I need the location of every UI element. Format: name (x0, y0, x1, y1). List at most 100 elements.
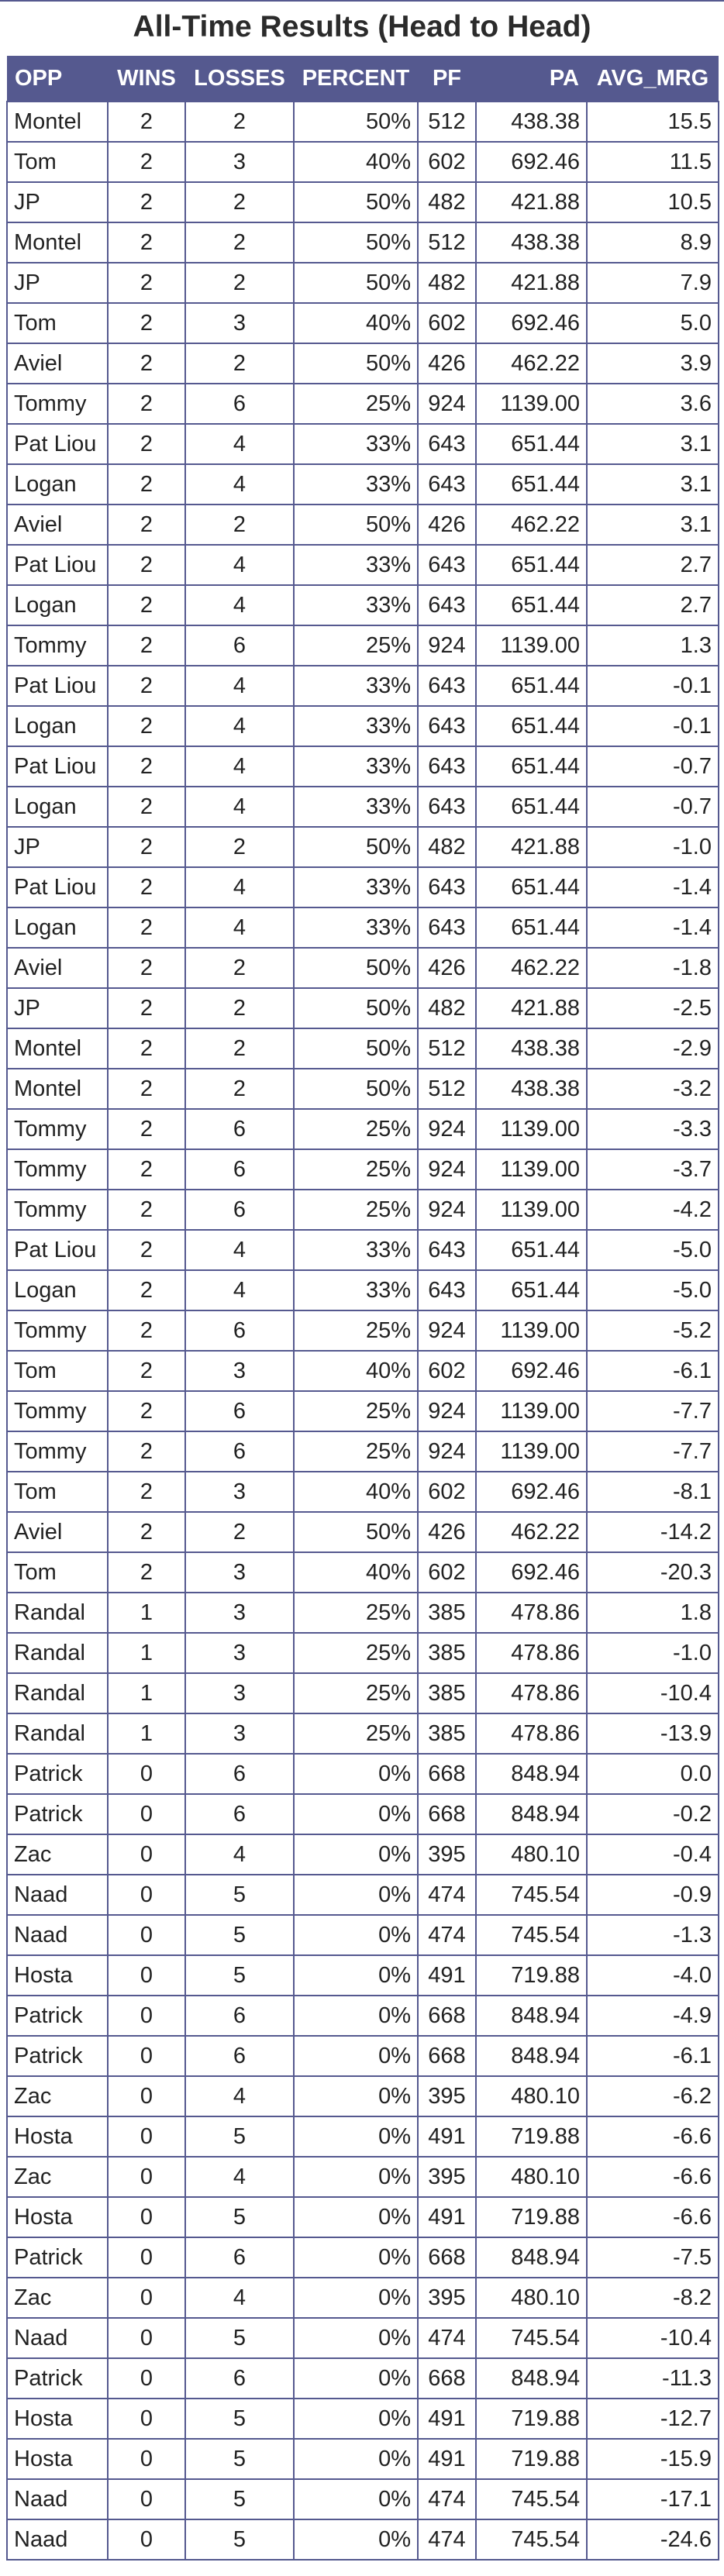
pf-cell: 426 (417, 504, 477, 546)
wins-cell: 2 (107, 101, 186, 143)
table-row: Tommy 2 6 25% 924 1139.00 -3.7 (6, 1149, 719, 1190)
pf-cell: 643 (417, 1229, 477, 1271)
wins-cell: 0 (107, 2398, 186, 2440)
avg-mrg-cell: -3.7 (586, 1149, 719, 1190)
opp-cell: Patrick (6, 2237, 109, 2278)
pa-cell: 480.10 (475, 2075, 588, 2117)
percent-cell: 0% (293, 2478, 419, 2520)
percent-cell: 25% (293, 1592, 419, 1634)
wins-cell: 2 (107, 504, 186, 546)
pf-cell: 668 (417, 2035, 477, 2077)
percent-cell: 50% (293, 504, 419, 546)
table-row: Zac 0 4 0% 395 480.10 -6.2 (6, 2075, 719, 2117)
pf-cell: 385 (417, 1713, 477, 1755)
table-row: Pat Liou 2 4 33% 643 651.44 -1.4 (6, 866, 719, 908)
percent-cell: 33% (293, 786, 419, 828)
opp-cell: Montel (6, 1068, 109, 1110)
table-row: Logan 2 4 33% 643 651.44 2.7 (6, 584, 719, 626)
losses-cell: 3 (184, 1632, 295, 1674)
avg-mrg-cell: 8.9 (586, 222, 719, 263)
percent-cell: 40% (293, 1350, 419, 1392)
pf-cell: 385 (417, 1592, 477, 1634)
pa-cell: 438.38 (475, 1068, 588, 1110)
pa-cell: 719.88 (475, 2398, 588, 2440)
pa-cell: 462.22 (475, 343, 588, 384)
table-row: Tom 2 3 40% 602 692.46 5.0 (6, 302, 719, 344)
losses-cell: 6 (184, 1108, 295, 1150)
losses-cell: 2 (184, 504, 295, 546)
opp-cell: Pat Liou (6, 1229, 109, 1271)
losses-cell: 4 (184, 665, 295, 707)
avg-mrg-cell: 10.5 (586, 181, 719, 223)
percent-cell: 0% (293, 1753, 419, 1795)
losses-cell: 3 (184, 1551, 295, 1593)
wins-cell: 0 (107, 2196, 186, 2238)
pa-cell: 651.44 (475, 1229, 588, 1271)
opp-cell: Tommy (6, 1149, 109, 1190)
losses-cell: 2 (184, 987, 295, 1029)
wins-cell: 2 (107, 463, 186, 505)
pa-cell: 462.22 (475, 504, 588, 546)
wins-cell: 1 (107, 1592, 186, 1634)
avg-mrg-cell: -3.2 (586, 1068, 719, 1110)
losses-cell: 2 (184, 262, 295, 304)
avg-mrg-cell: 3.6 (586, 383, 719, 425)
wins-cell: 0 (107, 2116, 186, 2158)
wins-cell: 2 (107, 1229, 186, 1271)
pf-cell: 643 (417, 746, 477, 787)
pa-cell: 651.44 (475, 423, 588, 465)
avg-mrg-cell: -7.7 (586, 1431, 719, 1472)
avg-mrg-cell: -6.2 (586, 2075, 719, 2117)
pa-cell: 651.44 (475, 665, 588, 707)
wins-cell: 2 (107, 544, 186, 586)
avg-mrg-cell: -24.6 (586, 2519, 719, 2561)
wins-cell: 2 (107, 665, 186, 707)
table-row: Patrick 0 6 0% 668 848.94 -4.9 (6, 1995, 719, 2037)
pa-cell: 1139.00 (475, 1431, 588, 1472)
percent-cell: 0% (293, 2357, 419, 2399)
percent-cell: 50% (293, 1028, 419, 1069)
percent-cell: 50% (293, 343, 419, 384)
pf-cell: 491 (417, 1954, 477, 1996)
pf-cell: 482 (417, 262, 477, 304)
percent-cell: 0% (293, 2277, 419, 2319)
pa-cell: 651.44 (475, 866, 588, 908)
percent-cell: 0% (293, 2438, 419, 2480)
table-row: Tommy 2 6 25% 924 1139.00 -7.7 (6, 1390, 719, 1432)
percent-cell: 50% (293, 1068, 419, 1110)
losses-cell: 6 (184, 1793, 295, 1835)
wins-cell: 2 (107, 1390, 186, 1432)
percent-cell: 50% (293, 987, 419, 1029)
column-header-pa: PA (476, 56, 587, 102)
table-row: Hosta 0 5 0% 491 719.88 -12.7 (6, 2398, 719, 2440)
wins-cell: 2 (107, 786, 186, 828)
pa-cell: 651.44 (475, 584, 588, 626)
avg-mrg-cell: -0.1 (586, 705, 719, 747)
pf-cell: 482 (417, 826, 477, 868)
avg-mrg-cell: 1.3 (586, 625, 719, 666)
wins-cell: 0 (107, 2357, 186, 2399)
pa-cell: 1139.00 (475, 1149, 588, 1190)
pf-cell: 482 (417, 181, 477, 223)
pa-cell: 745.54 (475, 2519, 588, 2561)
losses-cell: 6 (184, 1995, 295, 2037)
column-header-opp: OPP (7, 56, 108, 102)
opp-cell: Zac (6, 2075, 109, 2117)
losses-cell: 5 (184, 1914, 295, 1956)
losses-cell: 6 (184, 1189, 295, 1231)
pf-cell: 512 (417, 1028, 477, 1069)
wins-cell: 2 (107, 947, 186, 989)
table-row: Tommy 2 6 25% 924 1139.00 -3.3 (6, 1108, 719, 1150)
opp-cell: Zac (6, 2277, 109, 2319)
wins-cell: 0 (107, 2075, 186, 2117)
percent-cell: 0% (293, 2196, 419, 2238)
wins-cell: 2 (107, 262, 186, 304)
table-row: Montel 2 2 50% 512 438.38 -3.2 (6, 1068, 719, 1110)
pf-cell: 924 (417, 383, 477, 425)
opp-cell: Zac (6, 2156, 109, 2198)
table-row: Aviel 2 2 50% 426 462.22 -1.8 (6, 947, 719, 989)
pf-cell: 643 (417, 544, 477, 586)
losses-cell: 5 (184, 2398, 295, 2440)
percent-cell: 0% (293, 2317, 419, 2359)
pa-cell: 421.88 (475, 826, 588, 868)
